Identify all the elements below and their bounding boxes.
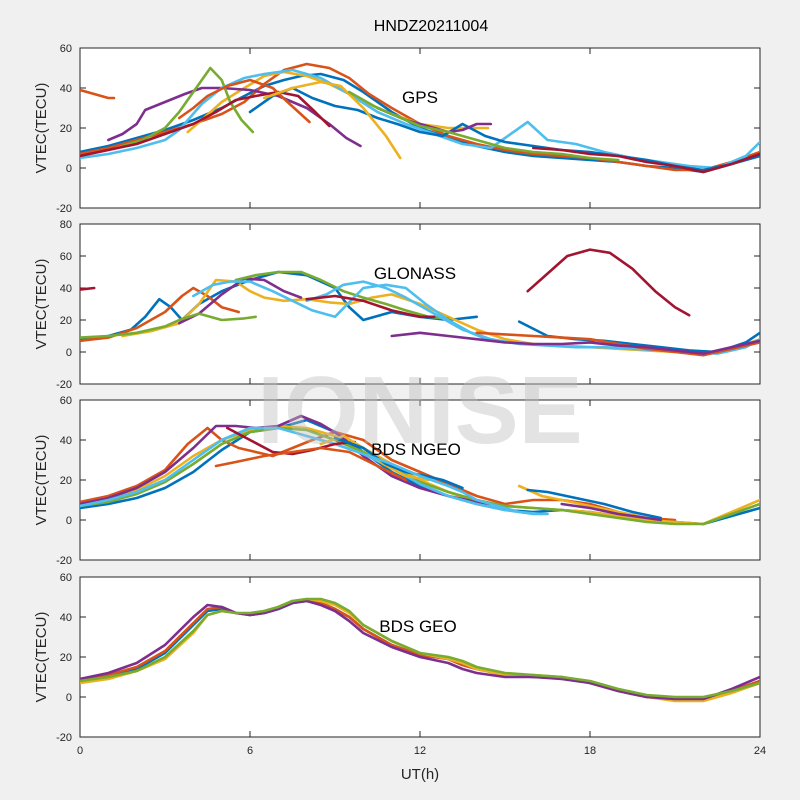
x-tick-label: 0 <box>77 745 83 757</box>
series-group <box>80 414 760 526</box>
panel-annotation: BDS NGEO <box>371 440 461 459</box>
x-tick-label: 6 <box>247 745 253 757</box>
y-tick-label: 80 <box>60 219 72 231</box>
series-line-14 <box>390 331 760 355</box>
y-tick-label: 40 <box>60 283 72 295</box>
series-line-2 <box>526 248 691 317</box>
series-line-13 <box>526 488 663 520</box>
series-line-7 <box>80 312 257 339</box>
figure-title: HNDZ20211004 <box>374 18 489 35</box>
y-tick-label: 0 <box>66 692 72 704</box>
panel-annotation: GPS <box>402 88 438 107</box>
watermark: IONISE <box>257 357 582 464</box>
series-group <box>80 248 760 357</box>
y-tick-label: 0 <box>66 347 72 359</box>
y-tick-label: 20 <box>60 123 72 135</box>
series-line-5 <box>121 66 255 148</box>
y-tick-label: 20 <box>60 315 72 327</box>
y-tick-label: 60 <box>60 43 72 55</box>
y-tick-label: 40 <box>60 612 72 624</box>
y-tick-label: -20 <box>56 203 72 215</box>
series-line-10 <box>177 78 311 124</box>
subplot-4: 0 6 12 18 24 -20 0 20 40 60 VTEC(TECU) BDS GEO <box>33 572 766 757</box>
series-line-13 <box>347 90 620 162</box>
series-line-11 <box>262 80 402 160</box>
y-tick-label: 60 <box>60 572 72 584</box>
y-tick-label: -20 <box>56 379 72 391</box>
y-axis-label: VTEC(TECU) <box>33 83 50 174</box>
series-line-7 <box>226 426 357 456</box>
y-axis-label: VTEC(TECU) <box>33 435 50 526</box>
panel-annotation: GLONASS <box>374 264 456 283</box>
series-line-11 <box>362 452 544 516</box>
panel-annotation: BDS GEO <box>379 617 456 636</box>
y-tick-label: 40 <box>60 435 72 447</box>
y-tick-label: -20 <box>56 732 72 744</box>
y-tick-label: -20 <box>56 555 72 567</box>
series-line-7 <box>80 90 331 158</box>
series-line-6 <box>80 426 549 516</box>
x-axis-label: UT(h) <box>401 766 439 783</box>
series-line-9 <box>192 280 493 343</box>
y-tick-label: 0 <box>66 515 72 527</box>
subplot-3: -20 0 20 40 60 VTEC(TECU) BDS NGEO <box>33 395 761 567</box>
series-line-1 <box>80 286 96 291</box>
series-group <box>80 62 760 174</box>
series-line-14 <box>532 146 760 174</box>
series-line-4 <box>80 414 507 508</box>
y-axis-label: VTEC(TECU) <box>33 259 50 350</box>
series-line-10 <box>333 436 464 490</box>
y-tick-label: 20 <box>60 475 72 487</box>
y-tick-label: 20 <box>60 652 72 664</box>
series-line-8 <box>214 446 408 482</box>
y-tick-label: 60 <box>60 395 72 407</box>
series-line-12 <box>475 331 760 357</box>
x-tick-label: 12 <box>414 745 426 757</box>
y-tick-label: 60 <box>60 251 72 263</box>
y-tick-label: 40 <box>60 83 72 95</box>
subplot-2: -20 0 20 40 60 80 VTEC(TECU) GLONASS <box>33 219 761 391</box>
series-line-5 <box>80 426 760 526</box>
series-line-14 <box>560 502 663 522</box>
series-line-3 <box>80 424 760 526</box>
series-line-13 <box>305 294 436 319</box>
x-tick-label: 18 <box>584 745 596 757</box>
series-line-5 <box>80 597 760 699</box>
series-line-9 <box>80 88 116 100</box>
x-tick-label: 24 <box>754 745 766 757</box>
y-axis-label: VTEC(TECU) <box>33 612 50 703</box>
series-line-8 <box>234 270 450 320</box>
subplot-1: -20 0 20 40 60 VTEC(TECU) GPS <box>33 43 761 215</box>
y-tick-label: 0 <box>66 163 72 175</box>
series-group <box>80 597 760 703</box>
series-line-4 <box>80 599 760 701</box>
